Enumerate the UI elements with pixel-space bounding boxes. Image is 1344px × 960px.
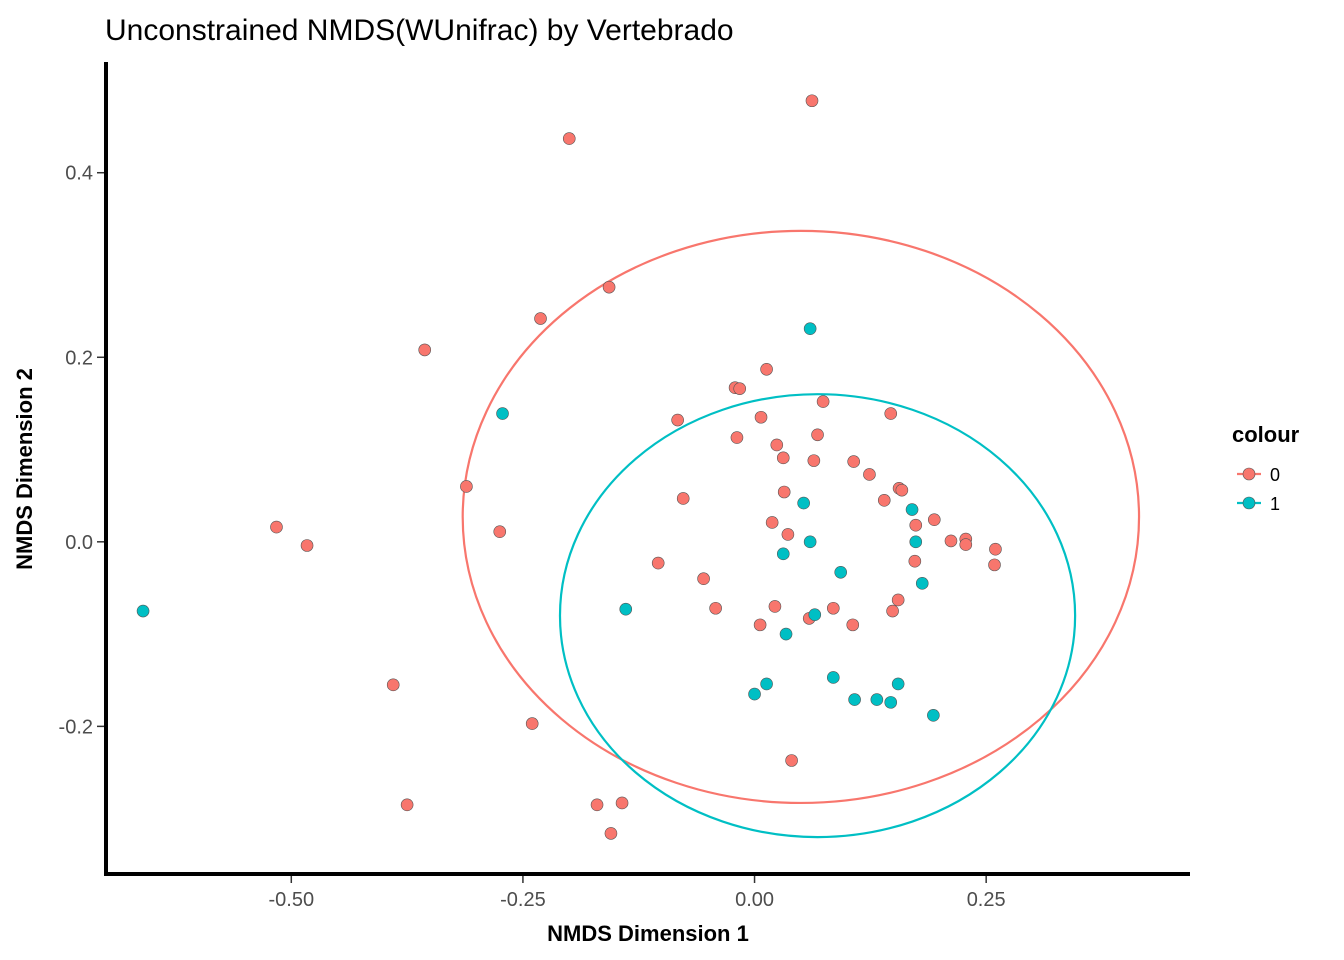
confidence-ellipse-0 [461,229,1141,805]
legend: colour 01 [1232,422,1300,514]
point-series-1 [748,687,761,701]
point-series-1 [909,535,923,549]
legend-key-point-0 [1242,467,1256,481]
y-tick-label: 0.4 [65,163,93,185]
point-series-0 [807,454,821,467]
point-series-1 [803,322,817,335]
x-axis-ticks: -0.50 -0.25 0.00 0.25 [269,876,1006,911]
point-series-1 [808,608,822,622]
point-series-0 [895,483,909,497]
point-series-0 [884,407,898,420]
point-series-1 [826,671,840,684]
point-series-0 [886,604,899,618]
point-series-0 [730,431,744,444]
point-series-0 [826,601,840,615]
point-series-0 [418,343,432,357]
point-series-0 [811,428,824,442]
point-series-0 [816,395,830,408]
point-series-0 [760,362,773,376]
point-series-1 [136,604,150,618]
point-series-0 [590,798,604,812]
point-series-0 [891,593,905,607]
point-series-0 [534,312,547,325]
legend-title: colour [1232,422,1300,447]
x-tick-label: 0.00 [735,889,774,911]
point-series-0 [754,410,768,424]
point-series-1 [797,496,810,510]
point-series-0 [777,485,791,499]
point-series-0 [602,280,616,294]
point-series-0 [697,572,710,586]
legend-key-point-1 [1242,496,1256,510]
point-series-0 [615,796,629,810]
point-series-0 [927,513,941,526]
point-series-1 [760,677,773,691]
y-tick-label: 0.2 [65,347,93,369]
point-series-0 [959,538,973,551]
point-series-1 [905,503,919,516]
point-series-1 [915,577,929,590]
y-axis-label: NMDS Dimension 2 [12,368,37,570]
point-series-0 [753,618,767,632]
point-series-1 [927,708,940,722]
point-series-0 [944,534,958,548]
legend-label-0: 0 [1270,465,1280,485]
point-series-0 [460,480,473,493]
point-series-0 [863,468,876,481]
point-series-0 [846,618,860,632]
point-series-0 [386,678,400,692]
y-tick-label: -0.2 [59,716,93,738]
point-series-0 [270,520,283,534]
point-series-0 [604,827,618,840]
point-series-0 [909,518,923,532]
point-series-0 [525,717,539,730]
y-tick-label: 0.0 [65,532,93,554]
point-series-1 [891,677,905,691]
point-series-0 [989,542,1002,556]
x-tick-label: -0.50 [269,889,315,911]
x-axis-label: NMDS Dimension 1 [547,921,749,946]
point-series-0 [562,132,576,145]
point-series-0 [300,539,314,552]
point-series-0 [908,554,922,568]
plot-area [136,94,1141,840]
point-series-0 [676,492,690,505]
point-series-0 [805,94,819,108]
point-series-1 [848,693,861,706]
point-series-0 [400,798,414,812]
chart-title: Unconstrained NMDS(WUnifrac) by Vertebra… [105,14,734,47]
point-series-1 [496,407,509,420]
point-series-0 [781,528,795,541]
y-axis-ticks: -0.2 0.0 0.2 0.4 [59,163,104,738]
point-series-1 [834,565,848,579]
x-tick-label: 0.25 [967,889,1006,911]
point-series-0 [709,601,722,615]
point-series-1 [779,627,793,641]
point-series-1 [619,602,633,616]
legend-items: 01 [1237,465,1280,514]
point-series-1 [884,696,898,709]
point-series-0 [768,600,782,613]
confidence-ellipse-1 [558,393,1077,839]
legend-label-1: 1 [1270,494,1280,514]
point-series-1 [870,693,884,706]
point-series-0 [733,382,747,395]
point-series-0 [847,455,860,468]
point-series-0 [651,556,665,570]
point-series-0 [765,516,779,529]
point-series-0 [493,525,507,538]
point-series-0 [776,451,790,465]
x-tick-label: -0.25 [500,889,546,911]
point-series-0 [988,558,1001,572]
point-series-1 [803,535,817,549]
point-series-0 [785,754,798,767]
point-series-0 [770,438,784,452]
point-series-0 [671,413,684,427]
point-series-0 [877,493,891,507]
point-series-1 [776,547,790,561]
